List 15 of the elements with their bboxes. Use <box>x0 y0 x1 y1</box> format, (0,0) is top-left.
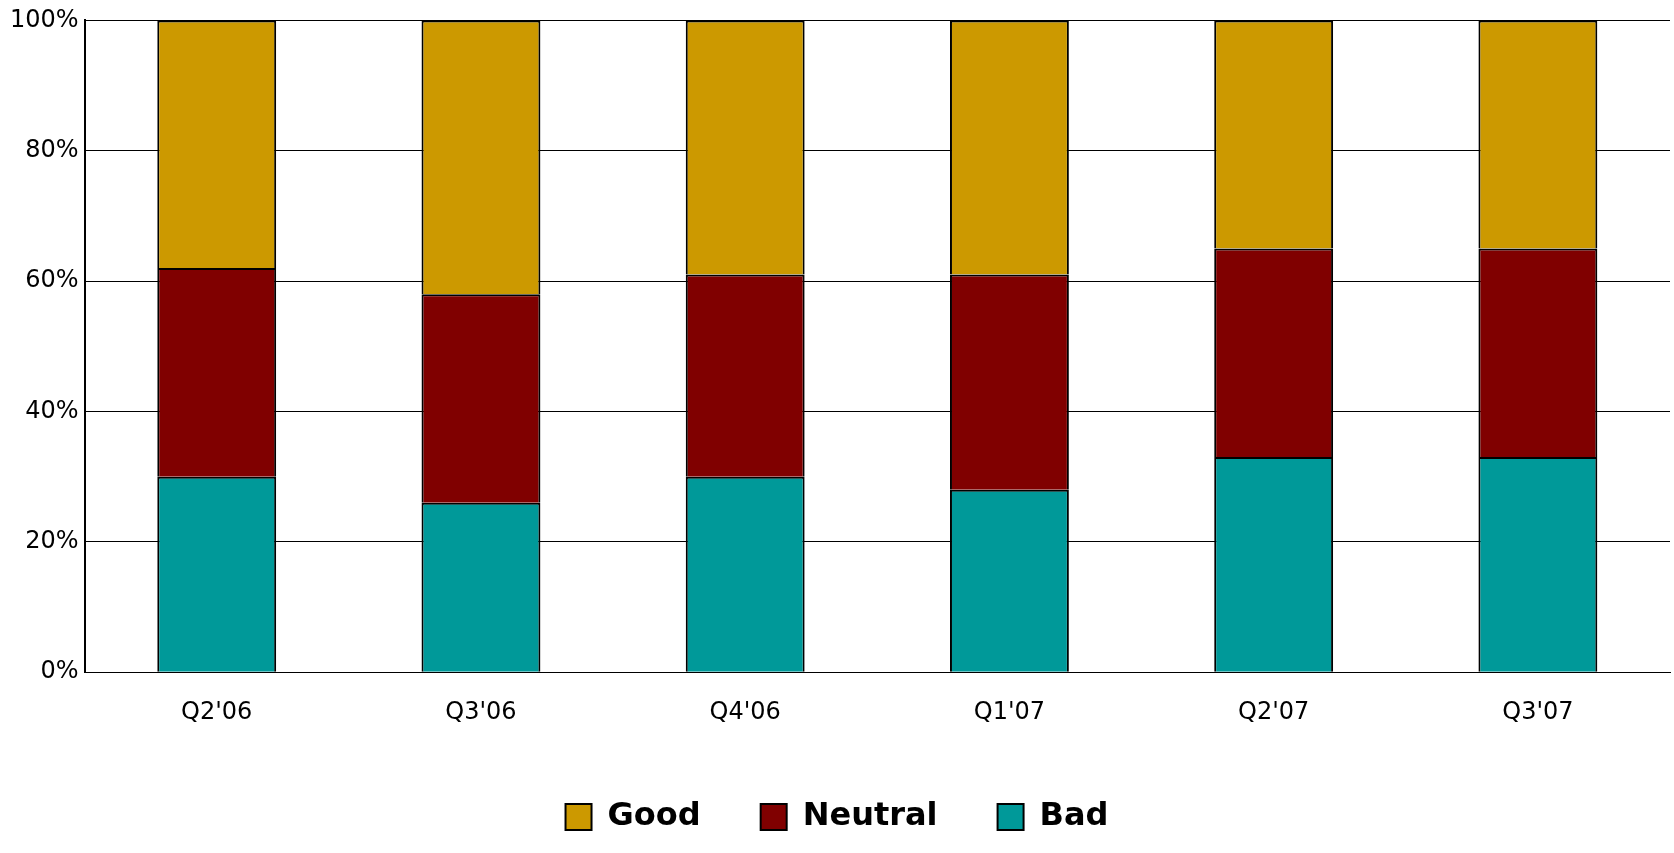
x-tick-label: Q3'06 <box>445 696 517 725</box>
y-tick-label: 40% <box>25 395 79 424</box>
x-tick-label: Q3'07 <box>1502 696 1574 725</box>
y-tick-label: 60% <box>25 265 79 294</box>
legend-label: Neutral <box>802 795 938 834</box>
y-tick-label: 0% <box>40 656 79 685</box>
x-tick-label: Q1'07 <box>973 696 1046 725</box>
x-tick-label: Q2'07 <box>1238 696 1310 725</box>
legend-label: Good <box>607 795 701 834</box>
y-tick-label: 20% <box>25 526 79 555</box>
y-tick-label: 100% <box>9 4 79 33</box>
legend-label: Bad <box>1039 795 1109 834</box>
x-tick-label: Q2'06 <box>181 696 253 725</box>
y-tick-label: 80% <box>25 134 79 163</box>
x-tick-label: Q4'06 <box>709 696 781 725</box>
